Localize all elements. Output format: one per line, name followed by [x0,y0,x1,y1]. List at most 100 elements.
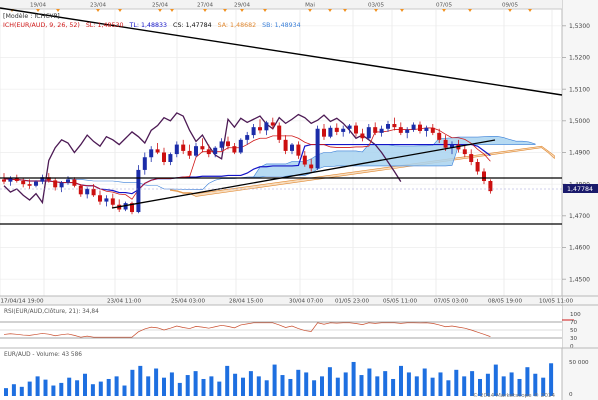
candle-body [264,122,269,131]
volume-bar [185,375,190,396]
volume-bar [272,364,277,396]
time-tick-label: 10/05 11:00 [539,299,573,305]
candle-body [475,162,480,172]
top-date-label: 03/05 [368,3,385,9]
event-marker-icon[interactable] [468,9,472,12]
candle-body [309,164,314,169]
legend-sb: SB: 1,48934 [262,22,300,29]
volume-bar [383,371,388,396]
support-trendline[interactable] [111,139,496,209]
candle-body [34,181,38,186]
candle-body [187,150,192,156]
legend-cs: CS: 1,47784 [173,22,212,29]
candle-body [136,169,141,213]
volume-panel[interactable]: EUR/AUD - Volume: 43 586 50 000 0 © 2014 … [4,352,589,399]
event-marker-icon[interactable] [118,9,122,12]
event-marker-icon[interactable] [374,9,378,12]
event-marker-icon[interactable] [400,9,404,12]
candle-body [194,146,198,156]
price-tick-label: 1,5200 [569,55,590,62]
top-date-label: 29/04 [234,3,251,9]
current-price-label: 1,47784 [567,186,593,193]
volume-bar [106,378,111,396]
price-axis-bg [562,0,598,400]
candle-body [149,149,154,158]
volume-bar [193,371,198,396]
candle-body [411,124,416,130]
volume-bar [201,378,206,396]
candle-body [392,124,397,128]
candle-body [341,128,346,132]
event-marker-icon[interactable] [36,9,40,12]
candle-body [437,132,442,140]
price-tick-label: 1,5100 [569,86,590,93]
candle-body [213,147,218,155]
time-tick-label: 07/05 03:00 [434,299,468,305]
chart-header: [Modèle : ICHCYP] ICH(EUR/AUD, 9, 26, 52… [3,12,301,29]
volume-bar [375,376,380,396]
top-date-label: 09/05 [502,3,519,9]
candle-body [142,157,147,170]
volume-bar [177,382,182,396]
event-marker-icon[interactable] [240,9,244,12]
volume-bar [27,381,32,396]
volume-bar [217,381,222,396]
event-marker-icon[interactable] [528,9,532,12]
candle-body [347,125,352,129]
volume-bar [493,364,498,396]
volume-bar [470,371,475,396]
ichimoku-cloud [67,135,555,197]
volume-bar [533,373,538,396]
top-date-label: 25/04 [152,3,169,9]
event-marker-icon[interactable] [158,9,162,12]
volume-bar [83,373,87,396]
event-marker-icon[interactable] [223,9,227,12]
candle-body [206,149,211,155]
candle-body [334,127,339,132]
event-marker-icon[interactable] [508,9,512,12]
volume-bar [241,377,245,396]
event-marker-icon[interactable] [96,9,100,12]
candle-body [366,127,371,139]
candles-group [2,117,493,215]
event-marker-icon[interactable] [263,9,267,12]
candle-body [104,198,109,202]
candle-body [322,128,326,137]
candle-body [405,129,410,133]
candle-body [418,124,422,131]
event-marker-icon[interactable] [343,9,347,12]
volume-label: EUR/AUD - Volume: 43 586 [4,352,82,358]
price-tick-label: 1,5000 [569,118,590,125]
candle-body [488,181,493,192]
top-date-label: 07/05 [436,3,453,9]
top-date-label: 19/04 [30,3,47,9]
candle-body [424,127,429,131]
resistance-trendline[interactable] [0,7,563,96]
volume-bar [351,361,356,396]
candle-body [270,122,275,126]
event-marker-icon[interactable] [56,9,60,12]
volume-bar [248,371,253,396]
event-marker-icon[interactable] [203,9,207,12]
volume-bar [343,372,348,396]
candle-body [296,144,301,156]
candle-body [379,128,384,133]
event-marker-icon[interactable] [308,9,312,12]
event-marker-icon[interactable] [442,9,446,12]
volume-bar [485,373,490,396]
event-marker-icon[interactable] [170,9,174,12]
indicator-legend: ICH(EUR/AUD, 9, 26, 52) SL: 1,48530 TL: … [3,22,301,29]
volume-bar [399,365,403,396]
volume-bar [35,376,40,396]
volume-bar [446,380,451,396]
candle-body [232,146,237,153]
candle-body [443,139,448,148]
volume-bar [296,369,301,396]
candle-body [14,178,19,181]
volume-bar [19,386,24,396]
event-marker-icon[interactable] [328,9,332,12]
rsi-panel[interactable]: RSI(EUR/AUD,Clôture, 21): 34,84 100 70 50 3… [0,306,598,350]
volume-bar [225,365,230,396]
